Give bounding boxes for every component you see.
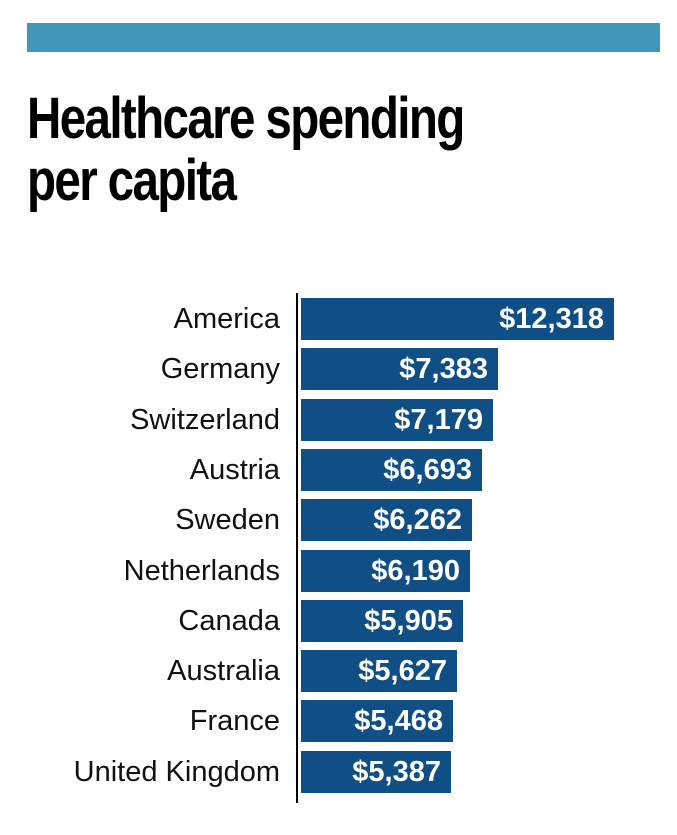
bar-row: Germany $7,383 bbox=[0, 348, 677, 391]
bar: $5,387 bbox=[301, 750, 451, 793]
bar: $6,693 bbox=[301, 448, 482, 491]
bar: $12,318 bbox=[301, 298, 614, 340]
y-axis-line bbox=[296, 293, 298, 803]
category-label: America bbox=[173, 303, 280, 335]
title-line-2: per capita bbox=[27, 148, 237, 213]
bar: $7,179 bbox=[301, 398, 493, 441]
value-label: $5,387 bbox=[352, 755, 441, 788]
category-label: United Kingdom bbox=[73, 755, 280, 788]
value-label: $5,627 bbox=[358, 655, 447, 688]
category-label: France bbox=[189, 705, 280, 738]
bar-row: Netherlands $6,190 bbox=[0, 549, 677, 592]
category-label: Australia bbox=[167, 655, 280, 688]
bar-row: United Kingdom $5,387 bbox=[0, 750, 677, 793]
bar: $5,627 bbox=[301, 650, 457, 693]
value-label: $6,190 bbox=[371, 554, 460, 587]
title-line-1: Healthcare spending bbox=[27, 86, 465, 151]
bar-row: Austria $6,693 bbox=[0, 448, 677, 491]
value-label: $12,318 bbox=[499, 303, 604, 335]
value-label: $5,468 bbox=[354, 705, 443, 738]
value-label: $6,693 bbox=[383, 453, 472, 486]
bar-row: Switzerland $7,179 bbox=[0, 398, 677, 441]
value-label: $7,383 bbox=[399, 353, 488, 386]
category-label: Canada bbox=[178, 604, 280, 637]
value-label: $5,905 bbox=[364, 604, 453, 637]
category-label: Netherlands bbox=[123, 554, 280, 587]
bar: $6,190 bbox=[301, 549, 470, 592]
bar: $7,383 bbox=[301, 348, 498, 391]
header-banner bbox=[27, 23, 660, 52]
category-label: Sweden bbox=[175, 504, 280, 537]
bar: $5,905 bbox=[301, 599, 463, 642]
chart-title: Healthcare spending per capita bbox=[27, 86, 465, 213]
bar-row: America $12,318 bbox=[0, 298, 677, 340]
bar-row: Canada $5,905 bbox=[0, 599, 677, 642]
bar: $5,468 bbox=[301, 700, 453, 743]
category-label: Germany bbox=[160, 353, 280, 386]
category-label: Austria bbox=[189, 453, 280, 486]
value-label: $7,179 bbox=[394, 403, 483, 436]
bar: $6,262 bbox=[301, 499, 472, 542]
bar-row: Sweden $6,262 bbox=[0, 499, 677, 542]
value-label: $6,262 bbox=[373, 504, 462, 537]
bar-row: France $5,468 bbox=[0, 700, 677, 743]
bar-row: Australia $5,627 bbox=[0, 650, 677, 693]
category-label: Switzerland bbox=[130, 403, 280, 436]
